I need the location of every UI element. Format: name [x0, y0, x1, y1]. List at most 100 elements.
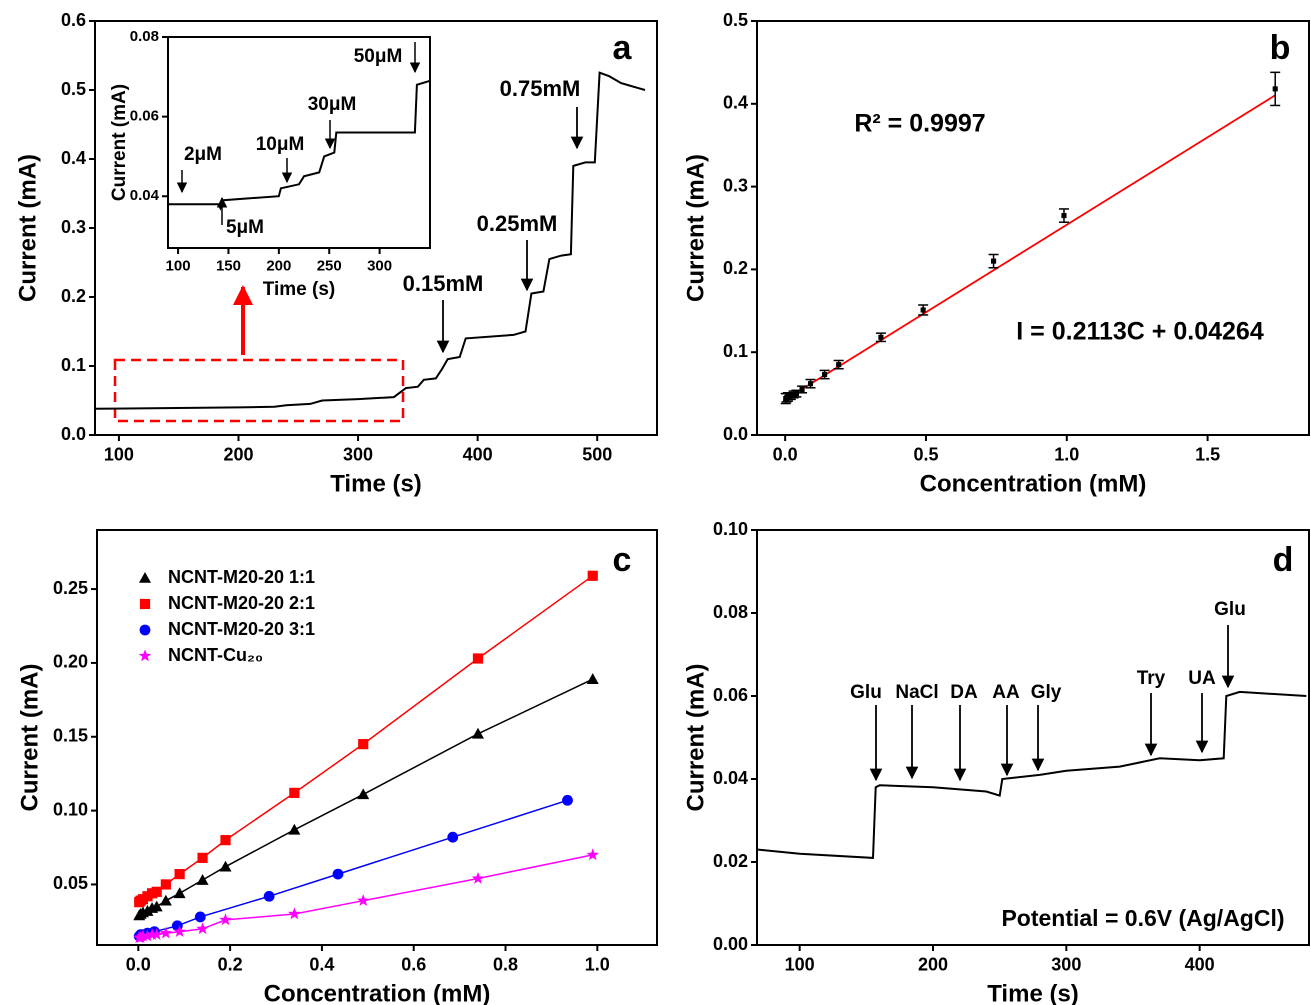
legend-marker	[139, 572, 151, 583]
marker-star	[136, 929, 150, 942]
marker-square	[791, 391, 797, 397]
annotation: 10μM	[256, 134, 305, 155]
x-tick-label: 500	[582, 444, 612, 464]
y-tick-label: 0.1	[723, 341, 748, 361]
annotation: 50μM	[354, 46, 403, 67]
annotation: AA	[992, 682, 1020, 703]
x-tick-label: 400	[1185, 954, 1215, 974]
marker-star	[173, 925, 186, 937]
x-axis-label: Concentration (mM)	[264, 980, 491, 1005]
annotation: Try	[1137, 668, 1166, 689]
legend-label: NCNT-M20-20 3:1	[168, 619, 315, 639]
marker-square	[1272, 86, 1278, 92]
x-tick-label: 0.6	[401, 954, 426, 974]
marker-square	[920, 307, 926, 313]
y-tick-label: 0.08	[713, 602, 748, 622]
x-axis-label: Time (s)	[263, 279, 336, 300]
marker-circle	[562, 794, 573, 806]
y-axis-label: Current (mA)	[16, 664, 43, 812]
marker-circle	[332, 868, 344, 880]
marker-triangle	[219, 860, 232, 872]
legend-marker	[139, 598, 151, 610]
marker-star	[196, 922, 209, 935]
marker-star	[219, 913, 232, 926]
y-tick-label: 0.25	[53, 578, 88, 598]
data-line	[756, 690, 1307, 859]
marker-square	[991, 258, 997, 264]
marker-square	[807, 381, 814, 387]
marker-square	[472, 653, 484, 664]
y-tick-label: 0.5	[61, 79, 86, 99]
x-tick-label: 300	[343, 444, 373, 464]
marker-star	[357, 894, 370, 906]
marker-square	[358, 739, 369, 750]
y-tick-label: 0.5	[723, 10, 748, 30]
annotation: I = 0.2113C + 0.04264	[1016, 318, 1264, 346]
y-tick-label: 0.08	[130, 28, 159, 45]
y-tick-label: 0.6	[61, 10, 86, 30]
annotation: 0.75mM	[500, 76, 581, 101]
marker-square	[1061, 213, 1067, 219]
y-tick-label: 0.20	[53, 652, 88, 672]
panel-label: d	[1273, 541, 1294, 579]
legend-label: NCNT-Cu₂₀	[168, 645, 263, 665]
marker-square	[785, 394, 791, 400]
marker-square	[836, 362, 842, 368]
x-tick-label: 0.0	[773, 444, 798, 464]
panel-label: a	[613, 29, 633, 67]
y-tick-label: 0.0	[723, 424, 748, 444]
marker-square	[793, 391, 799, 397]
marker-square	[587, 570, 598, 581]
annotation: Potential = 0.6V (Ag/AgCl)	[1001, 905, 1284, 931]
y-tick-label: 0.10	[713, 519, 748, 539]
annotation: Glu	[1214, 599, 1246, 620]
annotation: NaCl	[895, 682, 938, 703]
annotation: 2μM	[184, 144, 222, 165]
x-tick-label: 300	[367, 257, 392, 274]
marker-square	[174, 869, 185, 880]
y-tick-label: 0.04	[713, 768, 748, 788]
data-line	[94, 71, 646, 410]
marker-square	[878, 334, 884, 340]
marker-triangle	[471, 727, 484, 739]
x-tick-label: 1.0	[1054, 444, 1079, 464]
y-tick-label: 0.15	[53, 726, 88, 746]
marker-square	[788, 393, 794, 399]
x-tick-label: 250	[317, 257, 342, 274]
x-axis-label: Time (s)	[330, 470, 422, 497]
y-tick-label: 0.06	[130, 108, 159, 125]
x-tick-label: 200	[223, 444, 253, 464]
annotation: UA	[1188, 668, 1216, 689]
annotation: 5μM	[226, 217, 264, 238]
y-tick-label: 0.10	[53, 799, 88, 819]
y-axis-label: Current (mA)	[14, 154, 41, 302]
marker-triangle	[159, 894, 172, 906]
legend-marker	[138, 649, 152, 662]
annotation: 30μM	[308, 94, 357, 115]
x-tick-label: 100	[166, 257, 191, 274]
x-tick-label: 1.0	[585, 954, 610, 974]
y-tick-label: 0.1	[61, 355, 86, 375]
marker-circle	[194, 911, 206, 923]
x-tick-label: 100	[785, 954, 815, 974]
marker-square	[151, 886, 162, 897]
annotation: 0.25mM	[477, 211, 558, 236]
marker-triangle	[357, 788, 370, 800]
x-tick-label: 200	[918, 954, 948, 974]
x-tick-label: 0.8	[493, 954, 518, 974]
x-tick-label: 1.5	[1195, 444, 1220, 464]
x-tick-label: 100	[104, 444, 134, 464]
plot-frame	[756, 20, 1310, 436]
y-tick-label: 0.06	[713, 685, 748, 705]
marker-circle	[447, 831, 459, 843]
x-tick-label: 0.2	[218, 954, 243, 974]
x-tick-label: 200	[266, 257, 291, 274]
marker-square	[160, 879, 171, 890]
x-axis-label: Concentration (mM)	[920, 470, 1147, 497]
zoom-box	[113, 358, 405, 423]
annotation: Glu	[850, 682, 882, 703]
marker-star	[288, 907, 301, 920]
marker-square	[822, 372, 828, 378]
